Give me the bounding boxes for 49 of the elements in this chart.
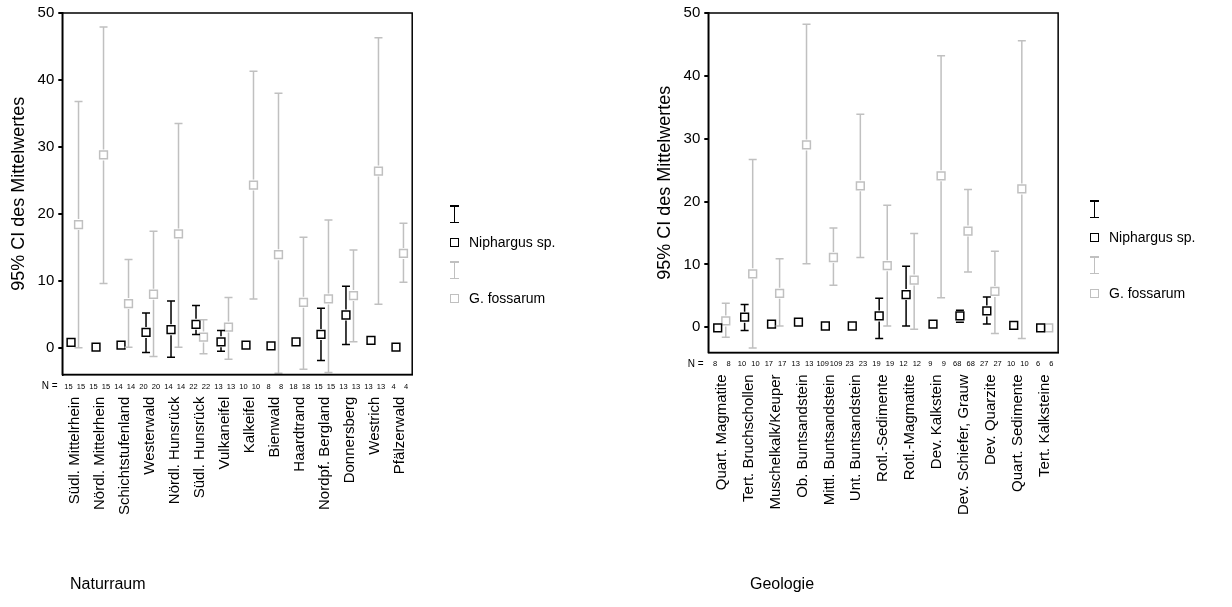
y-tick-label: 40 <box>37 70 55 88</box>
x-tick-label: Westrich <box>364 396 382 455</box>
x-tick-label: Pfälzerwald <box>389 396 407 475</box>
x-tick-label: Tert. Bruchschollen <box>738 374 756 502</box>
y-axis-title: 95% CI des Mittelwertes <box>653 85 674 280</box>
x-tick-label: Quart. Magmatite <box>711 374 729 491</box>
x-tick-label: Ob. Buntsandstein <box>792 374 810 498</box>
y-tick-label: 30 <box>683 128 701 146</box>
x-tick-label: Kalkeifel <box>239 396 257 454</box>
x-tick-label: Dev. Quarzite <box>981 374 999 465</box>
x-tick-label: Rotl.-Sedimente <box>873 374 891 482</box>
legend-label: G. fossarum <box>469 290 546 306</box>
y-tick-label: 0 <box>45 337 55 355</box>
x-tick-label: Südl. Hunsrück <box>189 396 207 499</box>
x-tick-label: Nördl. Hunsrück <box>164 396 182 505</box>
x-tick-label: Vulkaneifel <box>214 396 232 470</box>
legend-label: Niphargus sp. <box>469 234 556 250</box>
y-tick-label: 30 <box>37 137 55 155</box>
y-tick-label: 0 <box>691 317 701 335</box>
x-tick-label: Schichtstufenland <box>114 396 132 516</box>
x-tick-label: Tert. Kalksteine <box>1034 374 1052 477</box>
legend-label: G. fossarum <box>1109 285 1186 301</box>
x-tick-label: Bienwald <box>264 396 282 458</box>
x-tick-label: Südl. Mittelrhein <box>64 396 82 505</box>
y-tick-label: 40 <box>683 65 701 83</box>
x-tick-label: Mittl. Buntsandstein <box>819 374 837 506</box>
y-tick-label: 10 <box>683 254 701 272</box>
x-tick-label: Donnersberg <box>339 396 357 484</box>
text: N = <box>41 380 61 392</box>
y-tick-label: 50 <box>683 3 701 21</box>
x-axis-title: Naturraum <box>70 575 146 593</box>
text: N = <box>687 358 707 370</box>
legend-label: Niphargus sp. <box>1109 229 1196 245</box>
y-tick-label: 10 <box>37 270 55 288</box>
y-axis-title: 95% CI des Mittelwertes <box>7 96 28 291</box>
x-tick-label: Rotl.-Magmatite <box>900 374 918 481</box>
x-tick-label: Dev. Schiefer, Grauw <box>954 374 972 516</box>
x-tick-label: Nordpf. Bergland <box>314 396 332 510</box>
y-tick-label: 20 <box>37 204 55 222</box>
x-tick-label: Muschelkalk/Keuper <box>765 374 783 510</box>
x-tick-label: Unt. Buntsandstein <box>846 374 864 502</box>
y-tick-label: 20 <box>683 191 701 209</box>
x-tick-label: Nördl. Mittelrhein <box>89 396 107 510</box>
x-tick-label: Haardtrand <box>289 396 307 472</box>
x-tick-label: Westerwald <box>139 396 157 475</box>
y-tick-label: 50 <box>37 3 55 21</box>
x-tick-label: Dev. Kalkstein <box>927 374 945 470</box>
x-tick-label: Quart. Sedimente <box>1007 374 1025 492</box>
x-axis-title: Geologie <box>750 575 815 593</box>
